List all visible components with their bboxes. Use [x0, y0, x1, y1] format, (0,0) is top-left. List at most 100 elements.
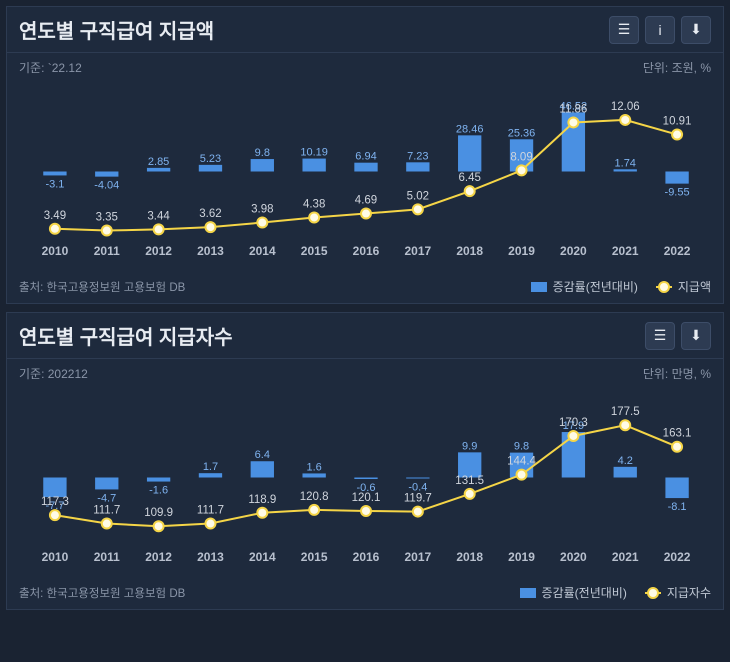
- bar-value-label: -8.1: [668, 501, 687, 513]
- panel-title: 연도별 구직급여 지급액: [19, 15, 214, 44]
- bar-value-label: 10.19: [300, 147, 328, 159]
- panel-header: 연도별 구직급여 지급자수 ☰⬇: [7, 313, 723, 358]
- legend-line-label: 지급액: [678, 278, 711, 295]
- legend-line: 지급자수: [645, 584, 711, 601]
- download-icon: ⬇: [690, 21, 702, 38]
- legend-bar-swatch: [520, 588, 536, 598]
- meta-row: 기준: `22.12 단위: 조원, %: [7, 52, 723, 82]
- line-marker: [620, 420, 630, 430]
- line-value-label: 111.7: [93, 505, 120, 517]
- bar-value-label: 28.46: [456, 123, 484, 135]
- line-value-label: 5.02: [407, 190, 429, 202]
- download-button[interactable]: ⬇: [681, 16, 711, 44]
- line-value-label: 3.35: [96, 212, 118, 224]
- list-icon: ☰: [654, 327, 667, 344]
- download-button[interactable]: ⬇: [681, 322, 711, 350]
- line-marker: [50, 224, 60, 234]
- x-axis-label: 2016: [353, 244, 380, 258]
- line-value-label: 163.1: [663, 428, 692, 440]
- bar-value-label: 5.23: [200, 153, 221, 165]
- bar-value-label: 6.94: [355, 151, 376, 163]
- chart-panel: 연도별 구직급여 지급자수 ☰⬇ 기준: 202212 단위: 만명, % -7…: [6, 312, 724, 610]
- line-marker: [257, 508, 267, 518]
- line-marker: [465, 186, 475, 196]
- combo-chart: -3.1-4.042.855.239.810.196.947.2328.4625…: [19, 90, 713, 270]
- bar: [95, 172, 118, 177]
- x-axis-label: 2011: [94, 550, 120, 564]
- source-label: 출처: 한국고용정보원 고용보험 DB: [19, 279, 185, 295]
- panel-actions: ☰i ⬇: [609, 16, 711, 44]
- bar: [199, 165, 222, 172]
- line-value-label: 119.7: [404, 493, 432, 505]
- line-value-label: 3.44: [147, 210, 170, 222]
- bar-value-label: 4.2: [618, 455, 633, 467]
- line-value-label: 131.5: [455, 475, 484, 487]
- legend-line-label: 지급자수: [667, 584, 711, 601]
- list-button[interactable]: ☰: [645, 322, 675, 350]
- line-value-label: 111.7: [197, 505, 224, 517]
- bar-value-label: 1.7: [203, 461, 218, 473]
- bar: [147, 478, 170, 482]
- legend: 증감률(전년대비) 지급액: [531, 278, 711, 295]
- x-axis-label: 2016: [353, 550, 380, 564]
- legend-bar-label: 증감률(전년대비): [542, 584, 627, 601]
- unit-label: 단위: 만명, %: [643, 365, 711, 382]
- bar: [43, 172, 66, 176]
- line-marker: [205, 222, 215, 232]
- bar: [614, 467, 637, 478]
- x-axis-label: 2021: [612, 550, 639, 564]
- meta-row: 기준: 202212 단위: 만명, %: [7, 358, 723, 388]
- legend-line-swatch: [645, 592, 661, 594]
- x-axis-label: 2014: [249, 244, 276, 258]
- line-marker: [465, 489, 475, 499]
- bar: [406, 162, 429, 171]
- bar: [302, 473, 325, 477]
- line-marker: [50, 510, 60, 520]
- line-value-label: 120.8: [300, 491, 329, 503]
- bar-value-label: 1.6: [307, 461, 322, 473]
- legend-bar-label: 증감률(전년대비): [553, 278, 638, 295]
- legend-bar: 증감률(전년대비): [520, 584, 627, 601]
- bar: [614, 169, 637, 171]
- line-value-label: 3.98: [251, 204, 273, 216]
- line-marker: [102, 519, 112, 529]
- line-value-label: 3.62: [199, 208, 221, 220]
- line-marker: [568, 431, 578, 441]
- x-axis-label: 2015: [301, 244, 328, 258]
- bar: [458, 452, 481, 477]
- line-value-label: 4.38: [303, 198, 325, 210]
- line-marker: [361, 506, 371, 516]
- footer-row: 출처: 한국고용정보원 고용보험 DB 증감률(전년대비) 지급액: [7, 274, 723, 303]
- footer-row: 출처: 한국고용정보원 고용보험 DB 증감률(전년대비) 지급자수: [7, 580, 723, 609]
- line-marker: [361, 209, 371, 219]
- line-marker: [309, 505, 319, 515]
- combo-chart: -7.7-4.7-1.61.76.41.6-0.6-0.49.99.817.94…: [19, 396, 713, 576]
- x-axis-label: 2012: [145, 244, 172, 258]
- line-value-label: 144.4: [507, 456, 536, 468]
- info-button[interactable]: i: [645, 16, 675, 44]
- bar: [199, 473, 222, 477]
- bar-value-label: 9.9: [462, 440, 477, 452]
- download-icon: ⬇: [690, 327, 702, 344]
- x-axis-label: 2018: [456, 550, 483, 564]
- line-marker: [154, 224, 164, 234]
- chart-area: -3.1-4.042.855.239.810.196.947.2328.4625…: [7, 82, 723, 274]
- x-axis-label: 2012: [145, 550, 172, 564]
- x-axis-label: 2011: [94, 244, 120, 258]
- line-value-label: 120.1: [352, 492, 381, 504]
- bar-value-label: 9.8: [255, 147, 270, 159]
- bar: [251, 159, 274, 171]
- bar: [95, 478, 118, 490]
- panel-actions: ☰⬇: [645, 322, 711, 350]
- source-label: 출처: 한국고용정보원 고용보험 DB: [19, 585, 185, 601]
- line-marker: [102, 226, 112, 236]
- line-marker: [620, 115, 630, 125]
- bar-value-label: -3.1: [45, 178, 64, 190]
- basis-label: 기준: `22.12: [19, 59, 82, 76]
- bar-value-label: 2.85: [148, 156, 169, 168]
- line-marker: [413, 204, 423, 214]
- line-marker: [257, 218, 267, 228]
- line-value-label: 11.86: [559, 103, 587, 115]
- bar-value-label: 9.8: [514, 441, 529, 453]
- list-button[interactable]: ☰: [609, 16, 639, 44]
